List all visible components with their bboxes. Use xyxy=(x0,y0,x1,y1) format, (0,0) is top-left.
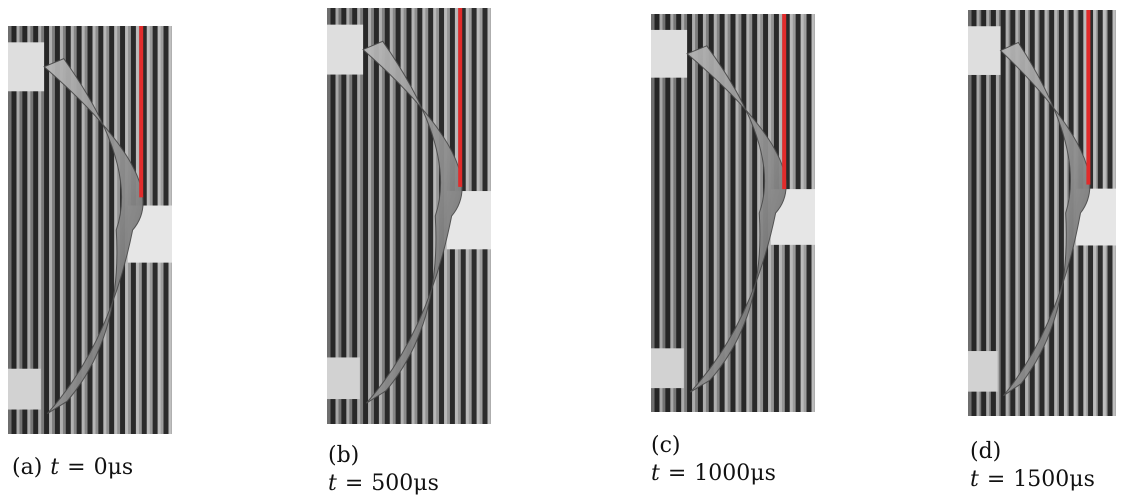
mount-block-bottom xyxy=(327,357,360,400)
mount-block-top xyxy=(8,42,45,92)
red-marker-line xyxy=(458,8,463,187)
mount-block-bottom xyxy=(651,348,684,389)
caption-time-value: 1000 xyxy=(694,461,751,486)
caption-panel-b: (b) t = 500μs xyxy=(328,442,439,498)
caption-time-var: t xyxy=(50,455,60,480)
mount-block-top xyxy=(968,26,1001,75)
photo-scene xyxy=(327,8,491,424)
mount-block-bottom xyxy=(8,368,41,410)
caption-time-var: t xyxy=(970,467,979,492)
caption-time-value: 0 xyxy=(93,455,108,480)
caption-tag: (a) xyxy=(12,455,43,480)
caption-panel-d: (d) t = 1500μs xyxy=(970,438,1095,494)
photo-panel-c xyxy=(651,14,815,412)
caption-tag: (b) xyxy=(328,443,360,468)
caption-panel-c: (c) t = 1000μs xyxy=(651,432,776,488)
caption-tag: (d) xyxy=(970,439,1002,464)
photo-panel-d xyxy=(968,10,1116,416)
photo-scene xyxy=(651,14,815,412)
caption-equals: = xyxy=(344,471,364,496)
mount-block-top xyxy=(651,29,688,78)
caption-time-unit: μs xyxy=(1069,467,1095,492)
caption-time-var: t xyxy=(328,471,337,496)
caption-time-value: 1500 xyxy=(1013,467,1070,492)
caption-panel-a: (a) t = 0μs xyxy=(12,454,133,482)
photo-scene xyxy=(968,10,1116,416)
caption-time-value: 500 xyxy=(371,471,414,496)
caption-time-var: t xyxy=(651,461,660,486)
photo-panel-b xyxy=(327,8,491,424)
caption-time-unit: μs xyxy=(107,455,134,480)
red-marker-line xyxy=(1086,10,1091,185)
caption-equals: = xyxy=(67,455,86,480)
mount-block-bottom xyxy=(968,351,998,392)
photo-scene xyxy=(8,26,172,434)
caption-equals: = xyxy=(667,461,687,486)
caption-equals: = xyxy=(986,467,1006,492)
red-marker-line xyxy=(782,14,787,190)
caption-time-unit: μs xyxy=(413,471,439,496)
caption-tag: (c) xyxy=(651,433,681,458)
caption-time-unit: μs xyxy=(750,461,776,486)
mount-block-top xyxy=(327,24,364,75)
red-marker-line xyxy=(139,26,144,198)
photo-panel-a xyxy=(8,26,172,434)
